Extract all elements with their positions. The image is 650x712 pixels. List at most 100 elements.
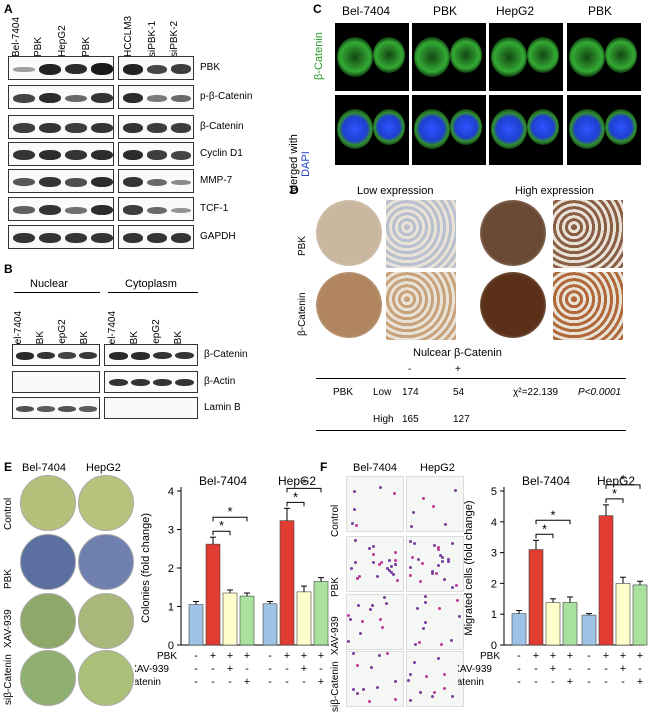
migrated-cell-dot <box>435 572 438 575</box>
table-row-label: PBK <box>333 387 354 398</box>
condition-sign: + <box>637 676 643 688</box>
migrated-cell-dot <box>388 569 391 572</box>
migrated-cell-dot <box>370 666 373 669</box>
ihc-magnified-image <box>386 200 456 268</box>
condition-sign: - <box>517 650 521 662</box>
bar <box>188 604 204 646</box>
condition-sign: + <box>550 650 556 662</box>
migration-image <box>406 476 464 532</box>
blot-band <box>171 233 191 244</box>
migrated-cell-dot <box>441 560 444 563</box>
condition-sign: + <box>301 650 307 662</box>
condition-sign: + <box>620 650 626 662</box>
lane-label: Bel-7404 <box>11 16 22 57</box>
significance-star: * <box>293 489 298 504</box>
beta-catenin-image <box>488 22 564 92</box>
blot-band <box>171 207 191 213</box>
blot-band <box>123 149 143 161</box>
group-title: HepG2 <box>278 474 316 488</box>
condition-sign: + <box>210 650 216 662</box>
migrated-cell-dot <box>354 561 357 564</box>
panel-label-c: C <box>313 2 322 16</box>
condition-sign: + <box>603 650 609 662</box>
merged-cell <box>527 109 559 145</box>
migrated-cell-dot <box>388 559 391 562</box>
migrated-cell-dot <box>443 578 446 581</box>
row-label: PBK <box>297 235 308 256</box>
migrated-cell-dot <box>419 580 422 583</box>
blot-box-left <box>8 225 114 249</box>
migrated-cell-dot <box>414 643 417 646</box>
blot-box-cytoplasm <box>104 397 198 419</box>
dapi-text: DAPI <box>300 151 312 177</box>
migrated-cell-dot <box>355 524 358 527</box>
blot-band <box>153 378 172 387</box>
green-cell <box>450 37 482 73</box>
migrated-cell-dot <box>451 542 454 545</box>
condition-sign: + <box>637 650 643 662</box>
blot-band <box>175 351 194 360</box>
significance-star: * <box>301 475 306 490</box>
bar <box>632 584 648 646</box>
merged-image <box>566 94 642 166</box>
panel-label-a: A <box>4 2 13 16</box>
condition-sign: + <box>244 676 250 688</box>
migrated-cell-dot <box>376 686 379 689</box>
y-tick-label: 4 <box>491 517 497 529</box>
blot-band <box>91 123 113 134</box>
blot-band <box>147 123 167 133</box>
condition-sign: + <box>227 663 233 675</box>
y-tick-label: 2 <box>168 563 174 575</box>
migrated-cell-dot <box>386 567 389 570</box>
condition-sign: + <box>567 650 573 662</box>
colony-dish-image <box>20 593 76 649</box>
significance-star: * <box>227 504 232 519</box>
y-tick-label: 4 <box>168 486 174 498</box>
condition-sign: - <box>604 663 608 675</box>
migrated-cell-dot <box>454 489 457 492</box>
blot-row-label: MMP-7 <box>200 175 233 186</box>
ihc-core-image <box>316 272 382 338</box>
blot-band <box>131 378 150 387</box>
blot-band <box>13 233 35 244</box>
blot-band <box>91 63 113 75</box>
migrated-cell-dot <box>433 544 436 547</box>
green-cell <box>605 37 637 73</box>
migrated-cell-dot <box>353 508 356 511</box>
migrated-cell-dot <box>385 602 388 605</box>
migrated-cell-dot <box>409 540 412 543</box>
migrated-cell-dot <box>361 620 364 623</box>
blot-band <box>58 405 76 412</box>
panel-label-d: D <box>290 183 299 197</box>
migrated-cell-dot <box>447 560 450 563</box>
significance-bracket <box>535 519 571 525</box>
migrated-cell-dot <box>431 695 434 698</box>
migrated-cell-dot <box>372 561 375 564</box>
condition-sign: + <box>318 676 324 688</box>
condition-sign: - <box>587 650 591 662</box>
column-label-high: High expression <box>515 185 594 197</box>
row-label: Control <box>3 497 14 530</box>
merged-cell <box>605 109 637 145</box>
bar <box>262 603 278 646</box>
condition-sign: - <box>517 676 521 688</box>
migrated-cell-dot <box>422 627 425 630</box>
condition-sign: - <box>587 663 591 675</box>
condition-sign: - <box>534 663 538 675</box>
migrated-cell-dot <box>394 680 397 683</box>
condition-sign: - <box>194 650 198 662</box>
bar <box>562 602 578 646</box>
blot-box-right <box>118 56 194 80</box>
bar <box>296 591 312 646</box>
column-label: Bel-7404 <box>353 462 398 474</box>
blot-band <box>153 351 172 360</box>
row-label: siβ-Catenin <box>330 661 341 712</box>
blot-band <box>147 206 167 214</box>
merged-cell <box>414 109 450 149</box>
migrated-cell-dot <box>380 561 383 564</box>
y-tick-label: 0 <box>168 640 174 652</box>
table-col-minus: - <box>408 364 412 375</box>
ihc-core-image <box>480 272 546 338</box>
migration-bar-chart: 0 1 2 3 4 5 Migrated cells (fold change) Bel-74… <box>458 472 648 688</box>
